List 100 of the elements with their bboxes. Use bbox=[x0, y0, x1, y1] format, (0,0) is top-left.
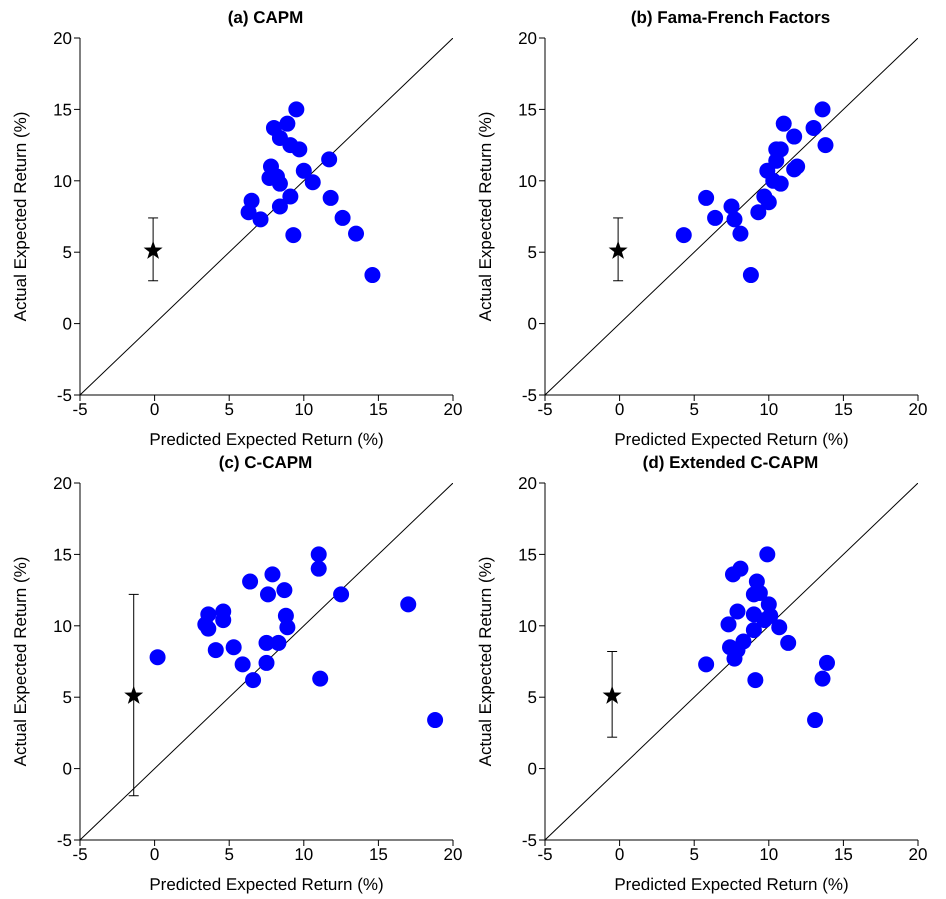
point bbox=[771, 619, 788, 636]
x-tick-label: 10 bbox=[759, 400, 778, 420]
point bbox=[144, 240, 163, 259]
point bbox=[756, 612, 772, 628]
x-tick-label: 5 bbox=[689, 845, 699, 864]
chart-title: (a) CAPM bbox=[226, 8, 304, 28]
point bbox=[208, 642, 224, 658]
point bbox=[348, 226, 364, 242]
point bbox=[400, 596, 416, 612]
point bbox=[760, 194, 777, 210]
x-axis-title: Predicted Expected Return (%) bbox=[614, 430, 849, 449]
y-tick-label: 0 bbox=[62, 314, 72, 334]
point bbox=[304, 174, 321, 190]
y-tick-label: 10 bbox=[518, 172, 537, 191]
y-tick-label: 20 bbox=[518, 474, 537, 494]
point bbox=[814, 101, 831, 118]
y-tick-label: 15 bbox=[518, 545, 537, 564]
point bbox=[272, 198, 288, 215]
point bbox=[282, 188, 298, 205]
point bbox=[707, 210, 724, 226]
y-axis-title: Actual Expected Return (%) bbox=[11, 112, 30, 322]
point bbox=[602, 686, 622, 704]
chart-title: (c) C-CAPM bbox=[218, 453, 314, 473]
point bbox=[698, 656, 714, 672]
point bbox=[742, 267, 759, 284]
x-tick-label: 15 bbox=[834, 845, 853, 864]
y-tick-label: 10 bbox=[518, 616, 537, 636]
y-tick-label: 10 bbox=[53, 616, 72, 636]
point bbox=[288, 101, 304, 118]
x-tick-label: 5 bbox=[689, 400, 699, 420]
y-axis-title: Actual Expected Return (%) bbox=[11, 556, 30, 766]
point bbox=[285, 227, 302, 244]
point bbox=[124, 686, 144, 704]
point bbox=[364, 267, 380, 284]
x-tick-label: 10 bbox=[294, 845, 314, 864]
point bbox=[750, 204, 766, 220]
y-tick-label: 5 bbox=[528, 688, 537, 708]
y-tick-label: 20 bbox=[518, 29, 537, 48]
x-tick-label: 15 bbox=[368, 400, 388, 420]
y-tick-label: 15 bbox=[53, 545, 72, 564]
point bbox=[724, 198, 740, 215]
point bbox=[279, 619, 296, 636]
x-tick-label: 0 bbox=[614, 845, 624, 864]
point bbox=[427, 712, 444, 728]
point bbox=[776, 116, 792, 132]
y-axis-title: Actual Expected Return (%) bbox=[476, 556, 496, 766]
point bbox=[806, 120, 822, 136]
point bbox=[258, 654, 274, 671]
x-tick-label: 5 bbox=[224, 400, 234, 420]
x-tick-label: 20 bbox=[444, 845, 462, 864]
point bbox=[608, 240, 628, 259]
point bbox=[312, 670, 328, 687]
x-axis-title: Predicted Expected Return (%) bbox=[614, 875, 849, 894]
point bbox=[252, 211, 269, 228]
point bbox=[264, 566, 280, 582]
point bbox=[296, 162, 312, 179]
x-tick-label: 0 bbox=[150, 845, 160, 864]
point bbox=[276, 582, 292, 598]
x-tick-label: 15 bbox=[834, 400, 853, 420]
point bbox=[720, 616, 737, 632]
x-tick-label: 10 bbox=[759, 845, 778, 864]
point bbox=[759, 546, 776, 562]
y-tick-label: 10 bbox=[53, 172, 72, 191]
point bbox=[334, 210, 351, 226]
point bbox=[150, 649, 166, 666]
point bbox=[291, 141, 308, 158]
x-tick-label: 20 bbox=[908, 845, 928, 864]
point bbox=[726, 211, 742, 228]
y-tick-label: 15 bbox=[518, 100, 537, 120]
point bbox=[698, 190, 714, 206]
point bbox=[226, 639, 242, 656]
point bbox=[747, 672, 764, 688]
point bbox=[746, 622, 762, 638]
point bbox=[786, 128, 802, 145]
point bbox=[780, 634, 796, 651]
point bbox=[200, 620, 216, 637]
point bbox=[807, 712, 824, 728]
x-tick-label: 10 bbox=[294, 400, 314, 420]
point bbox=[279, 116, 296, 132]
y-tick-label: -5 bbox=[522, 831, 537, 850]
point bbox=[814, 670, 831, 687]
point bbox=[786, 161, 802, 178]
x-axis-title: Predicted Expected Return (%) bbox=[149, 430, 384, 449]
y-tick-label: 5 bbox=[62, 243, 72, 262]
y-tick-label: -5 bbox=[522, 386, 537, 406]
y-tick-label: 15 bbox=[53, 100, 72, 120]
point bbox=[310, 560, 327, 577]
chart-title: (b) Fama-French Factors bbox=[630, 8, 832, 28]
point bbox=[729, 604, 746, 620]
x-tick-label: 0 bbox=[614, 400, 624, 420]
y-tick-label: 0 bbox=[528, 760, 537, 779]
y-tick-label: 0 bbox=[528, 314, 537, 334]
point bbox=[732, 226, 748, 242]
y-tick-label: 20 bbox=[53, 29, 72, 48]
y-tick-label: 0 bbox=[62, 760, 72, 779]
point bbox=[724, 566, 741, 582]
x-tick-label: 0 bbox=[150, 400, 160, 420]
y-tick-label: 20 bbox=[53, 474, 72, 494]
point bbox=[234, 656, 251, 672]
point bbox=[676, 227, 692, 244]
